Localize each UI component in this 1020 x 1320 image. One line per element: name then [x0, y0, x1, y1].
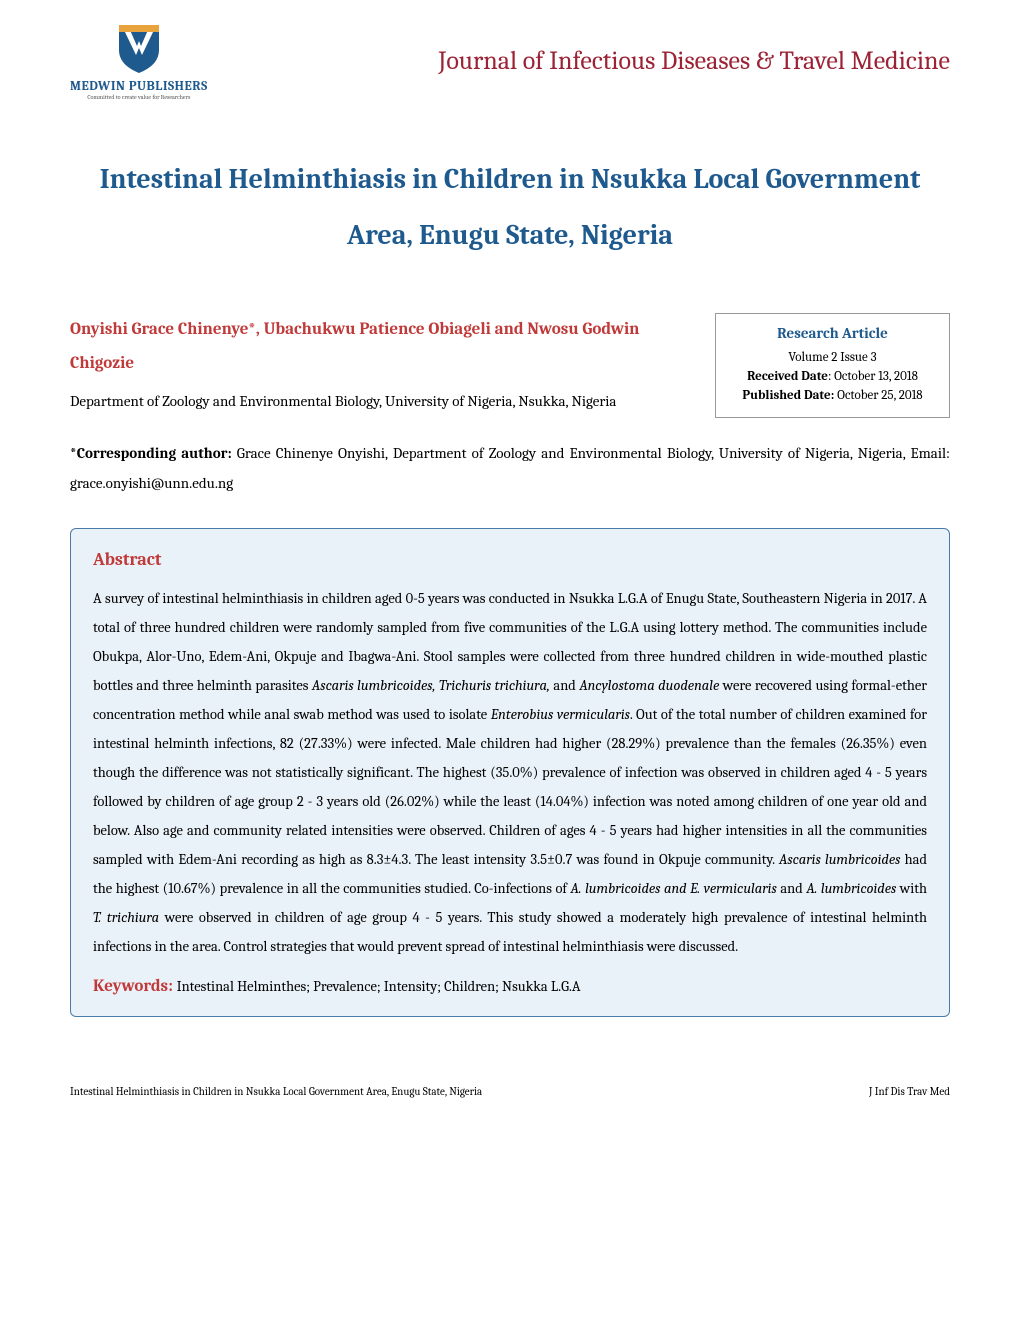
shield-icon: [114, 20, 164, 75]
published-date: Published Date: October 25, 2018: [728, 388, 937, 403]
keywords: Keywords: Intestinal Helminthes; Prevale…: [93, 977, 927, 996]
species-7: T. trichiura: [93, 909, 165, 926]
affiliation: Department of Zoology and Environmental …: [70, 386, 700, 416]
received-label: Received Date: [747, 369, 828, 384]
abstract-text: A survey of intestinal helminthiasis in …: [93, 584, 927, 961]
corresponding-label: *Corresponding author:: [70, 444, 232, 462]
abstract-seg-d: . Out of the total number of children ex…: [93, 706, 927, 868]
article-info-box: Research Article Volume 2 Issue 3 Receiv…: [715, 313, 950, 418]
species-4: Ascaris lumbricoides: [779, 851, 905, 868]
abstract-seg-b: and: [550, 677, 579, 694]
authors-left: Onyishi Grace Chinenye*, Ubachukwu Patie…: [70, 313, 700, 418]
species-2: Ancylostoma duodenale: [579, 677, 719, 694]
logo-text: MEDWIN PUBLISHERS Committed to create va…: [70, 79, 208, 101]
species-3: Enterobius vermicularis: [491, 706, 630, 723]
footer-left: Intestinal Helminthiasis in Children in …: [70, 1085, 482, 1098]
header: MEDWIN PUBLISHERS Committed to create va…: [70, 20, 950, 101]
authors-list: Onyishi Grace Chinenye*, Ubachukwu Patie…: [70, 313, 700, 381]
abstract-seg-f: and: [777, 880, 807, 897]
species-5: A. lumbricoides and E. vermicularis: [571, 880, 777, 897]
species-6: A. lumbricoides: [806, 880, 899, 897]
authors-section: Onyishi Grace Chinenye*, Ubachukwu Patie…: [70, 313, 950, 418]
volume-issue: Volume 2 Issue 3: [728, 350, 937, 365]
keywords-label: Keywords:: [93, 977, 177, 996]
article-title: Intestinal Helminthiasis in Children in …: [70, 151, 950, 263]
logo-tagline: Committed to create value for Researcher…: [70, 94, 208, 101]
corresponding-author: *Corresponding author: Grace Chinenye On…: [70, 438, 950, 498]
logo-main-text: MEDWIN PUBLISHERS: [70, 79, 208, 94]
abstract-seg-h: were observed in children of age group 4…: [93, 909, 927, 955]
received-date: Received Date: October 13, 2018: [728, 369, 937, 384]
abstract-title: Abstract: [93, 549, 927, 570]
published-label: Published Date:: [742, 388, 834, 403]
keywords-text: Intestinal Helminthes; Prevalence; Inten…: [177, 978, 581, 995]
species-1: Ascaris lumbricoides, Trichuris trichiur…: [312, 677, 550, 694]
received-value: : October 13, 2018: [828, 369, 918, 384]
published-value: October 25, 2018: [834, 388, 922, 403]
article-type: Research Article: [728, 324, 937, 342]
abstract-box: Abstract A survey of intestinal helminth…: [70, 528, 950, 1017]
publisher-logo: MEDWIN PUBLISHERS Committed to create va…: [70, 20, 208, 101]
footer-right: J Inf Dis Trav Med: [869, 1085, 950, 1098]
footer: Intestinal Helminthiasis in Children in …: [70, 1077, 950, 1098]
journal-name: Journal of Infectious Diseases & Travel …: [238, 46, 950, 76]
abstract-seg-g: with: [900, 880, 927, 897]
